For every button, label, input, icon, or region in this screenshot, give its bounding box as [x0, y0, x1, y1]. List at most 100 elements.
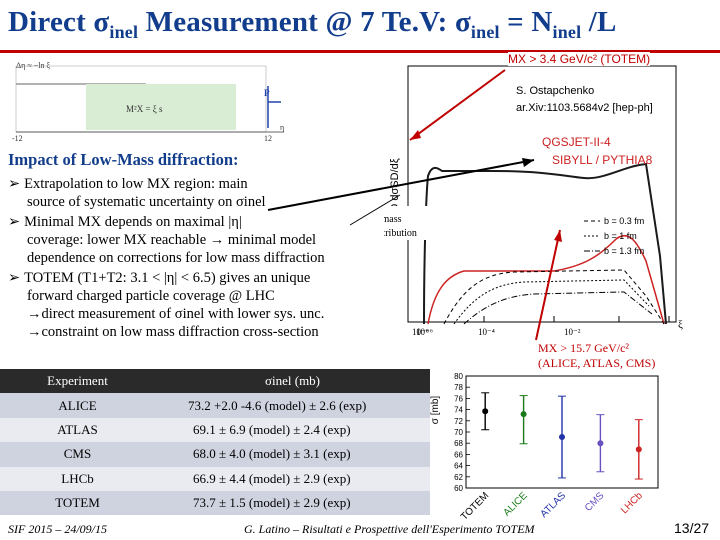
table-row: CMS 68.0 ± 4.0 (model) ± 3.1 (exp): [0, 442, 430, 467]
section-heading: Impact of Low-Mass diffraction:: [8, 150, 239, 169]
y-tick-label: 78: [454, 383, 463, 392]
bullet-line: ➢ TOTEM (T1+T2: 3.1 < |η| < 6.5) gives an…: [8, 269, 378, 287]
bullet-text: coverage: lower MX reachable → minimal m…: [27, 232, 317, 248]
legend-entry: b = 1 fm: [604, 231, 637, 241]
bullet-text: TOTEM (T1+T2: 3.1 < |η| < 6.5) gives an …: [24, 270, 311, 286]
b1-curve: [453, 279, 650, 325]
row-experiment: TOTEM: [0, 490, 155, 516]
model-qgsjet-label: QGSJET-II-4: [542, 135, 611, 149]
y-tick-label: 60: [454, 484, 463, 493]
proton-label: P: [264, 88, 270, 98]
rapidity-gap-diagram: Δη ≈ −ln ξ M²X = ξ s P -12 12 η: [6, 58, 288, 143]
footer-center: G. Latino – Risultati e Prospettive dell…: [244, 522, 535, 536]
bullet-line: coverage: lower MX reachable → minimal m…: [8, 231, 378, 249]
chart-y-label: σ [mb]: [430, 396, 441, 425]
bullet-text: →direct measurement of σinel with lower …: [27, 306, 325, 322]
data-point: [559, 434, 565, 441]
rapidity-diagram-svg: Δη ≈ −ln ξ M²X = ξ s P -12 12 η: [12, 61, 284, 143]
x-axis-label: ξ: [678, 319, 683, 331]
category-label: ATLAS: [538, 490, 568, 520]
y-tick-label: 70: [454, 428, 463, 437]
title-sub: inel: [470, 21, 500, 42]
diffraction-plot: 10⁻⁸ 10⁻⁶ 10⁻⁴ 10⁻² ξ ξ/σSD dσSD/dξ S. O…: [362, 56, 720, 376]
legend-entry: b = 1.3 fm: [604, 246, 644, 256]
row-experiment: CMS: [0, 442, 155, 467]
y-tick-label: 64: [454, 462, 463, 471]
bullet-item: ➢ TOTEM (T1+T2: 3.1 < |η| < 6.5) gives an…: [8, 269, 378, 341]
bullet-list: ➢ Extrapolation to low MX region: main so…: [8, 175, 378, 341]
reference-arxiv: ar.Xiv:1103.5684v2 [hep-ph]: [516, 102, 653, 114]
table-row: LHCb 66.9 ± 4.4 (model) ± 2.9 (exp): [0, 466, 430, 491]
data-point: [482, 408, 489, 415]
category-label: ALICE: [502, 490, 530, 518]
bullet-line: source of systematic uncertainty on σine…: [8, 193, 378, 211]
y-tick-label: 76: [454, 394, 463, 403]
bullet-text: dependence on corrections for low mass d…: [27, 250, 325, 266]
y-tick-label: 80: [454, 372, 463, 381]
mx-top-label: MX > 3.4 GeV/c² (TOTEM): [508, 52, 651, 66]
low-mass-label: contribution: [384, 228, 417, 239]
title-sub: inel: [552, 21, 582, 42]
bullet-line: forward charged particle coverage @ LHC: [8, 287, 378, 305]
b03-curve: [443, 269, 665, 325]
row-value: 68.0 ± 4.0 (model) ± 3.1 (exp): [155, 442, 430, 467]
table-header: Experiment σinel (mb): [0, 369, 430, 394]
bullet-text: Extrapolation to low MX region: main: [24, 176, 248, 192]
row-value: 66.9 ± 4.4 (model) ± 2.9 (exp): [155, 466, 430, 491]
slide-title: Direct σinel Measurement @ 7 Te.V: σinel…: [8, 6, 720, 50]
y-tick-label: 72: [454, 417, 463, 426]
title-sigma: σ: [93, 6, 110, 38]
legend-entry: b = 0.3 fm: [604, 216, 644, 226]
mx-bottom-line: (ALICE, ATLAS, CMS): [538, 356, 656, 370]
b13-curve: [463, 291, 653, 325]
title-part: Direct: [8, 6, 94, 38]
row-experiment: ATLAS: [0, 417, 155, 443]
mx-bottom-label: MX > 15.7 GeV/c² (ALICE, ATLAS, CMS): [538, 341, 655, 371]
x-tick-label: 10⁻⁸: [412, 327, 429, 337]
category-label: LHCb: [619, 490, 645, 516]
row-value: 69.1 ± 6.9 (model) ± 2.4 (exp): [155, 417, 430, 443]
y-tick-label: 68: [454, 439, 463, 448]
row-value: 73.2 +2.0 -4.6 (model) ± 2.6 (exp): [155, 393, 430, 418]
eta-left-label: -12: [12, 134, 23, 142]
row-experiment: ALICE: [0, 393, 155, 418]
title-part: /L: [581, 6, 617, 38]
title-sub: inel: [109, 21, 139, 42]
header-experiment: Experiment: [0, 369, 155, 394]
box-formula: M²X = ξ s: [126, 104, 163, 114]
diffraction-plot-svg: 10⁻⁸ 10⁻⁶ 10⁻⁴ 10⁻² ξ ξ/σSD dσSD/dξ S. O…: [362, 65, 683, 337]
results-table: Experiment σinel (mb) ALICE 73.2 +2.0 -4…: [0, 369, 430, 516]
bullet-text: Minimal MX depends on maximal |η|: [24, 214, 242, 230]
data-point: [520, 411, 527, 418]
footer-left: SIF 2015 – 24/09/15: [8, 522, 107, 536]
bullet-line: ➢ Extrapolation to low MX region: main: [8, 175, 378, 193]
cross-section-chart: σ [mb] 80 78 76 74 72 70 68 66 64 62 60 TOTEM ALICE A…: [428, 370, 668, 523]
title-part: Measurement @ 7 Te.V:: [138, 6, 455, 38]
x-tick-label: 10⁻⁴: [478, 327, 495, 337]
title-part: = N: [499, 6, 553, 38]
bullet-line: →constraint on low mass diffraction cros…: [8, 323, 378, 341]
eta-right-label: 12: [264, 134, 272, 142]
data-point: [597, 440, 604, 447]
bullet-item: ➢ Extrapolation to low MX region: main so…: [8, 175, 378, 211]
arrow-bullet-icon: ➢: [8, 270, 21, 286]
bullet-item: ➢ Minimal MX depends on maximal |η| cover…: [8, 213, 378, 267]
row-experiment: LHCb: [0, 466, 155, 491]
bullet-line: ➢ Minimal MX depends on maximal |η|: [8, 213, 378, 231]
page-number: 13/27: [674, 520, 710, 536]
bullet-text: forward charged particle coverage @ LHC: [27, 288, 275, 304]
low-mass-label: low mass: [384, 214, 402, 225]
table-row: ATLAS 69.1 ± 6.9 (model) ± 2.4 (exp): [0, 417, 430, 443]
bullet-text: source of systematic uncertainty on σine…: [27, 194, 266, 210]
category-label: CMS: [583, 490, 607, 514]
diagram-formula: Δη ≈ −ln ξ: [16, 61, 50, 70]
category-label: TOTEM: [459, 490, 491, 522]
eta-axis-label: η: [280, 123, 284, 132]
table-row: TOTEM 73.7 ± 1.5 (model) ± 2.9 (exp): [0, 490, 430, 516]
header-sigma: σinel (mb): [155, 369, 430, 394]
bullet-line: dependence on corrections for low mass d…: [8, 249, 378, 267]
model-sibyll-label: SIBYLL / PYTHIA8: [552, 153, 653, 167]
data-point: [635, 446, 642, 453]
y-tick-label: 66: [454, 450, 463, 459]
